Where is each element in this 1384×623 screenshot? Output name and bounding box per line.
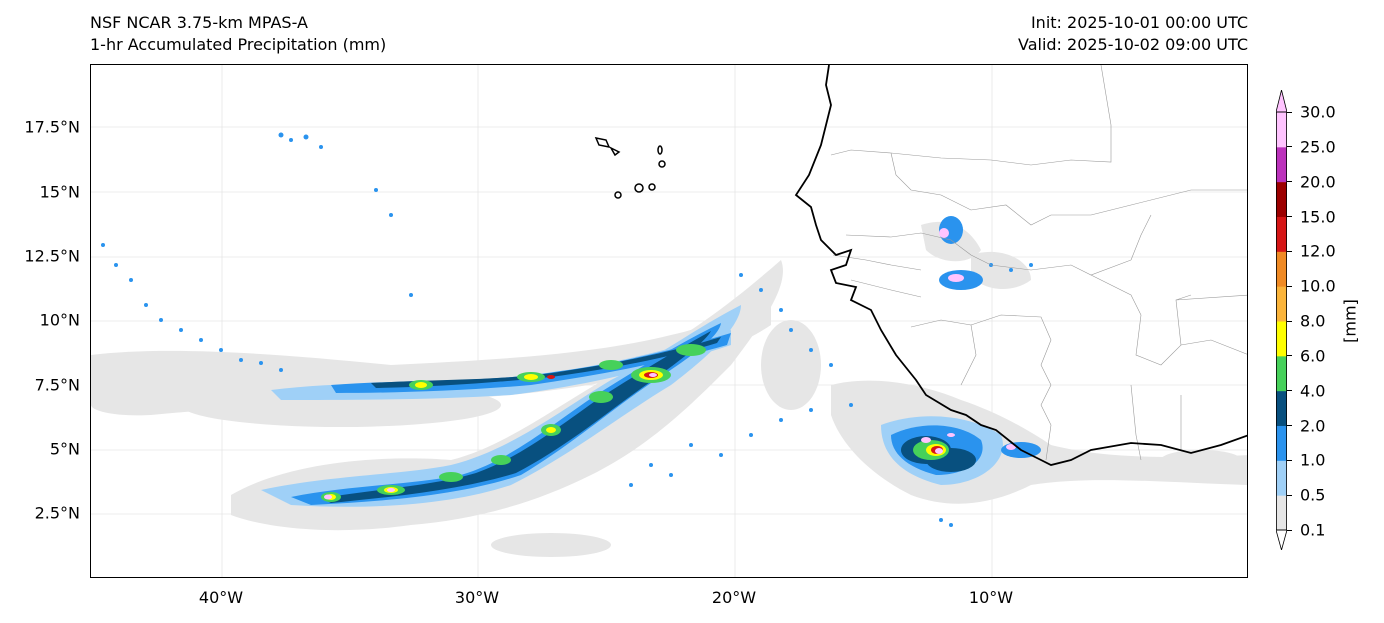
colorbar-tick (1287, 529, 1292, 531)
colorbar-tick-label: 30.0 (1300, 102, 1336, 122)
colorbar-tick-label: 20.0 (1300, 172, 1336, 192)
colorbar-segment (1276, 216, 1287, 252)
cape-verde-islands (594, 136, 666, 199)
colorbar-tick-label: 10.0 (1300, 276, 1336, 296)
colorbar-tick (1287, 425, 1292, 426)
colorbar-tick (1287, 250, 1292, 252)
init-time: Init: 2025-10-01 00:00 UTC (1030, 13, 1248, 32)
chart-title-left: NSF NCAR 3.75-km MPAS-A 1-hr Accumulated… (90, 12, 386, 56)
colorbar-segment (1276, 112, 1287, 148)
colorbar-tick-label: 25.0 (1300, 137, 1336, 157)
lat-label: 5°N (49, 439, 80, 459)
colorbar-unit: [mm] (1340, 299, 1360, 343)
colorbar-segment (1276, 460, 1287, 496)
lat-label: 10°N (39, 310, 80, 330)
colorbar-tick (1287, 494, 1292, 496)
colorbar-tick (1287, 181, 1292, 183)
colorbar-tick (1287, 146, 1292, 148)
colorbar-max-arrow (1276, 90, 1287, 113)
coastline (794, 65, 1247, 466)
colorbar-min-arrow (1276, 529, 1287, 550)
light-precip-areas (91, 221, 1247, 557)
map-canvas (91, 65, 1247, 577)
lon-label: 10°W (968, 588, 1014, 607)
colorbar-segment (1276, 286, 1287, 322)
lat-label: 12.5°N (24, 246, 80, 266)
colorbar-tick-label: 6.0 (1300, 346, 1326, 366)
country-borders (830, 65, 1247, 461)
colorbar-tick-label: 0.5 (1300, 485, 1326, 505)
colorbar-segment (1276, 390, 1287, 426)
colorbar (1276, 90, 1287, 550)
lat-label: 17.5°N (24, 117, 80, 137)
colorbar-frame (1276, 111, 1287, 531)
lat-label: 15°N (39, 182, 80, 202)
field-name: 1-hr Accumulated Precipitation (mm) (90, 35, 387, 54)
map-panel (90, 64, 1248, 578)
colorbar-segment (1276, 181, 1287, 217)
lat-label: 7.5°N (34, 375, 80, 395)
colorbar-segment (1276, 425, 1287, 461)
lon-label: 20°W (711, 588, 757, 607)
colorbar-tick (1287, 459, 1292, 461)
colorbar-tick-label: 1.0 (1300, 450, 1326, 470)
colorbar-tick (1287, 111, 1292, 113)
colorbar-tick-label: 15.0 (1300, 207, 1336, 226)
colorbar-tick (1287, 355, 1292, 357)
colorbar-segment (1276, 251, 1287, 287)
heavy-precip-cores (321, 228, 1016, 502)
lat-label: 2.5°N (34, 503, 80, 523)
colorbar-tick-label: 12.0 (1300, 241, 1336, 261)
colorbar-tick (1287, 390, 1292, 392)
colorbar-tick-label: 4.0 (1300, 381, 1326, 401)
colorbar-segment (1276, 146, 1287, 183)
colorbar-segment (1276, 321, 1287, 357)
colorbar-tick (1287, 285, 1292, 287)
colorbar-tick-label: 0.1 (1300, 520, 1326, 540)
colorbar-tick-label: 2.0 (1300, 416, 1326, 435)
scattered-cells (101, 132, 1033, 527)
valid-time: Valid: 2025-10-02 09:00 UTC (1017, 35, 1248, 54)
lon-label: 30°W (454, 588, 500, 607)
model-name: NSF NCAR 3.75-km MPAS-A (90, 13, 308, 32)
colorbar-segment (1276, 495, 1287, 531)
colorbar-tick (1287, 320, 1292, 322)
colorbar-tick-label: 8.0 (1300, 311, 1326, 331)
colorbar-tick (1287, 216, 1292, 217)
colorbar-segment (1276, 355, 1287, 392)
chart-title-right: Init: 2025-10-01 00:00 UTC Valid: 2025-1… (1018, 12, 1248, 56)
lon-label: 40°W (198, 588, 244, 607)
